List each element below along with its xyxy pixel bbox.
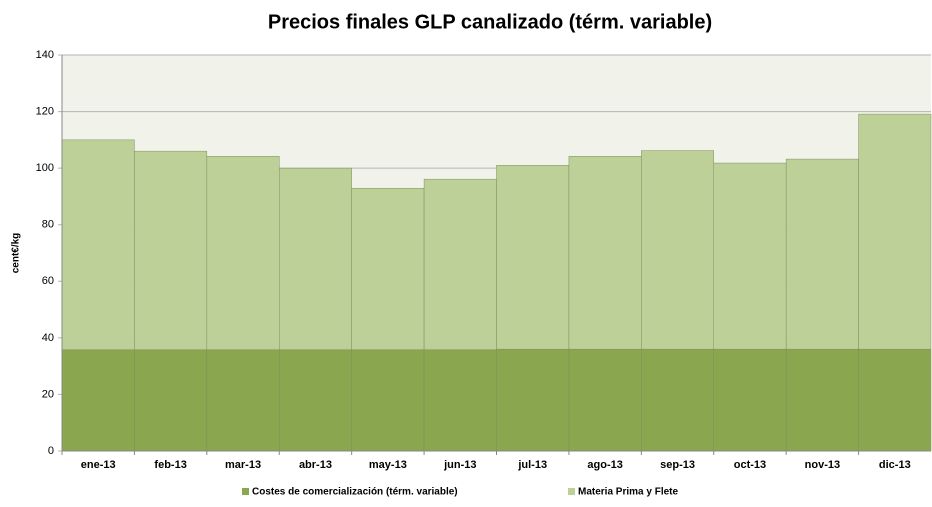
bar-segment bbox=[61, 139, 135, 350]
y-axis-label: cent€/kg bbox=[11, 233, 22, 274]
bar-segment bbox=[785, 348, 859, 452]
bar-segment bbox=[641, 348, 714, 452]
x-tick-label: abr-13 bbox=[299, 459, 332, 471]
x-tick-label: nov-13 bbox=[805, 459, 840, 471]
bar-segment bbox=[206, 156, 280, 350]
legend-swatch bbox=[568, 488, 575, 495]
bar-segment bbox=[496, 165, 570, 350]
y-tick-label: 20 bbox=[42, 388, 54, 400]
bar-segment bbox=[858, 348, 932, 452]
bar-segment bbox=[423, 349, 497, 452]
x-tick-label: feb-13 bbox=[154, 459, 186, 471]
bar-segment bbox=[279, 349, 352, 452]
bar-segment bbox=[423, 178, 497, 350]
bar-segment bbox=[858, 113, 932, 350]
legend-swatch bbox=[242, 488, 249, 495]
x-tick-label: jun-13 bbox=[443, 459, 476, 471]
bar-segment bbox=[134, 150, 208, 350]
bar-segment bbox=[713, 348, 787, 452]
bar-segment bbox=[351, 187, 425, 350]
bar-segment bbox=[568, 156, 642, 350]
y-tick-label: 40 bbox=[42, 332, 54, 344]
y-tick-label: 120 bbox=[36, 105, 54, 117]
y-tick-label: 140 bbox=[36, 49, 54, 61]
bar-segment bbox=[713, 162, 787, 350]
bar-segment bbox=[641, 150, 714, 350]
chart-title: Precios finales GLP canalizado (térm. va… bbox=[268, 11, 712, 33]
x-tick-label: jul-13 bbox=[517, 459, 547, 471]
bar-segment bbox=[134, 349, 208, 452]
bar-segment bbox=[279, 167, 352, 350]
x-tick-label: ago-13 bbox=[587, 459, 622, 471]
bar-segment bbox=[785, 158, 859, 350]
y-tick-label: 60 bbox=[42, 275, 54, 287]
bar-segment bbox=[61, 349, 135, 452]
bar-segment bbox=[496, 348, 570, 452]
legend-label: Costes de comercialización (térm. variab… bbox=[252, 487, 458, 498]
x-tick-label: sep-13 bbox=[660, 459, 695, 471]
x-tick-label: ene-13 bbox=[81, 459, 116, 471]
bar-segment bbox=[351, 349, 425, 452]
x-tick-label: may-13 bbox=[369, 459, 407, 471]
x-tick-label: dic-13 bbox=[879, 459, 911, 471]
x-tick-label: oct-13 bbox=[734, 459, 766, 471]
x-tick-label: mar-13 bbox=[225, 459, 261, 471]
y-tick-label: 100 bbox=[36, 162, 54, 174]
bar-segment bbox=[206, 349, 280, 452]
y-tick-label: 80 bbox=[42, 219, 54, 231]
legend-label: Materia Prima y Flete bbox=[578, 487, 678, 498]
y-tick-label: 0 bbox=[48, 445, 54, 457]
bar-segment bbox=[568, 348, 642, 452]
